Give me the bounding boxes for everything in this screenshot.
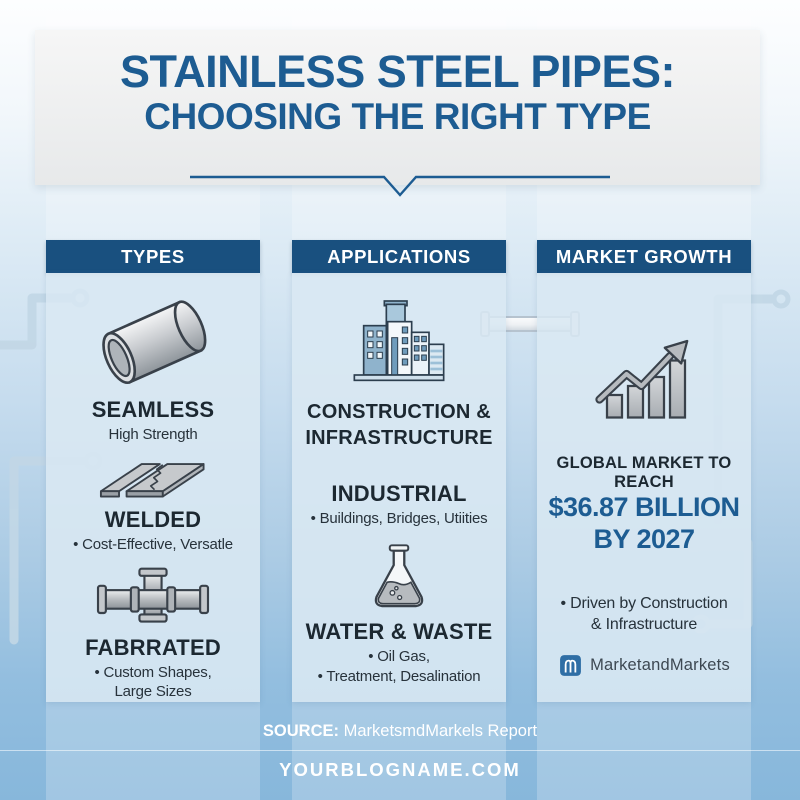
- application-title: INFRASTRUCTURE: [305, 427, 493, 449]
- seamless-pipe-icon: [102, 300, 207, 385]
- applications-header: APPLICATIONS: [292, 240, 506, 273]
- logo-text: MarketandMarkets: [590, 656, 730, 675]
- applications-column: APPLICATIONS: [292, 240, 506, 702]
- marketandmarkets-logo-icon: [560, 655, 581, 677]
- flask-icon: [374, 544, 424, 608]
- buildings-icon: [353, 300, 445, 382]
- application-title: WATER & WASTE: [305, 618, 493, 644]
- growth-chart-icon: [594, 339, 688, 419]
- type-desc: • Custom Shapes,: [94, 663, 212, 681]
- header-card: STAINLESS STEEL PIPES: CHOOSING THE RIGH…: [35, 30, 760, 185]
- footer-divider: [0, 750, 800, 751]
- types-column: TYPES SEAMLESS High Strength: [46, 240, 260, 702]
- application-title: INDUSTRIAL: [331, 481, 467, 506]
- type-title: SEAMLESS: [91, 396, 215, 422]
- application-title: CONSTRUCTION &: [307, 401, 491, 423]
- market-kicker: GLOBAL MARKET TO REACH: [556, 454, 732, 491]
- source-text: MarketsmdMarkels Report: [339, 722, 538, 740]
- source-line: SOURCE: MarketsmdMarkels Report: [0, 722, 800, 741]
- type-desc: High Strength: [108, 426, 198, 444]
- source-label: SOURCE:: [262, 722, 340, 740]
- application-desc: • Buildings, Bridges, Utiities: [310, 510, 488, 528]
- website-url: YOURBLOGNAME.COM: [279, 759, 521, 780]
- market-driver: • Driven by Construction: [560, 594, 728, 612]
- types-header: TYPES: [46, 240, 260, 273]
- type-title: WELDED: [104, 507, 202, 532]
- welded-plates-icon: [99, 462, 205, 498]
- market-highlight: BY 2027: [593, 523, 695, 554]
- market-driver: & Infrastructure: [590, 615, 698, 633]
- type-title: FABRRATED: [85, 634, 221, 660]
- application-desc: • Treatment, Desalination: [317, 667, 481, 685]
- page-title: STAINLESS STEEL PIPES:: [120, 46, 675, 97]
- cross-pipe-fitting-icon: [96, 567, 210, 623]
- chevron-divider-icon: [190, 175, 610, 197]
- type-desc: Large Sizes: [114, 683, 192, 701]
- application-desc: • Oil Gas,: [368, 648, 430, 666]
- market-growth-header: MARKET GROWTH: [537, 240, 751, 273]
- market-highlight: $36.87 BILLION: [548, 492, 740, 522]
- marketandmarkets-logo: MarketandMarkets: [558, 653, 730, 678]
- type-desc: • Cost-Effective, Versatle: [73, 536, 233, 554]
- market-growth-column: MARKET GROWTH GLOBAL MARKET TO REACH $36…: [537, 240, 751, 702]
- page-subtitle: CHOOSING THE RIGHT TYPE: [144, 95, 651, 137]
